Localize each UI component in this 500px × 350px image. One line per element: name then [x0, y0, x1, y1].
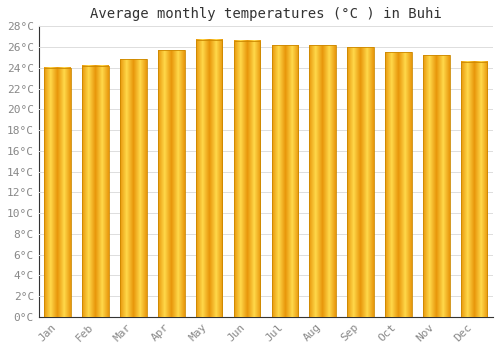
- Bar: [44, 68, 71, 317]
- Bar: [272, 45, 298, 317]
- Bar: [82, 66, 109, 317]
- Bar: [348, 47, 374, 317]
- Bar: [120, 60, 146, 317]
- Bar: [310, 45, 336, 317]
- Title: Average monthly temperatures (°C ) in Buhi: Average monthly temperatures (°C ) in Bu…: [90, 7, 442, 21]
- Bar: [234, 41, 260, 317]
- Bar: [385, 52, 411, 317]
- Bar: [196, 40, 222, 317]
- Bar: [423, 55, 450, 317]
- Bar: [158, 50, 184, 317]
- Bar: [461, 62, 487, 317]
